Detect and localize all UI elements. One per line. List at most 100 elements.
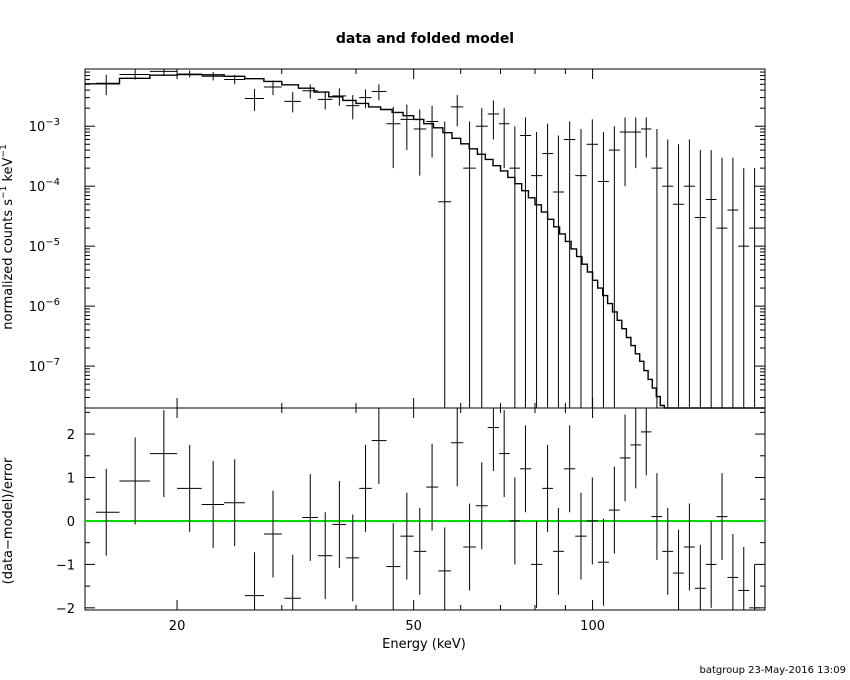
top-y-tick-label: 10−4 [29,177,60,195]
data-point [662,139,674,408]
bottom-y-tick-label: 1 [67,472,75,487]
residual-point [119,437,150,525]
data-point [575,128,587,408]
residual-point [738,547,750,610]
footer-stamp: batgroup 23-May-2016 13:09 [699,665,846,676]
data-point [119,69,150,80]
bottom-frame [84,407,766,611]
data-point [597,132,609,408]
data-point [673,144,684,408]
y-axis-label-top: normalized counts s−1 keV−1 [0,144,16,329]
data-point [586,119,598,408]
data-point [630,117,641,169]
top-frame [84,68,766,409]
residual-point [487,408,500,471]
bottom-y-tick-label: −2 [56,602,75,617]
residual-point [463,503,476,591]
residual-point [597,518,609,606]
residual-point [438,527,452,610]
x-axis-label: Energy (keV) [382,637,466,652]
data-point [400,104,414,151]
x-tick-label: 50 [405,619,422,634]
data-point [475,108,488,408]
residual-point [705,520,717,608]
residual-point [673,529,684,610]
data-point [716,157,728,408]
residual-point [400,492,414,580]
residual-point [177,444,202,532]
residual-point [224,459,245,547]
data-point [346,95,360,120]
data-point [553,135,564,408]
data-point [413,109,427,176]
bottom-y-tick-label: 2 [67,428,75,443]
data-point [563,121,576,408]
residual-point [640,408,652,476]
residual-point [531,520,543,608]
residual-point [359,444,372,532]
residual-point [317,512,333,600]
data-point [371,84,387,101]
data-point [95,74,120,96]
data-point [317,91,333,110]
data-point [487,100,500,140]
residual-point [509,477,521,565]
residual-point [563,425,576,513]
residual-point [694,544,706,610]
data-point [463,121,476,408]
x-tick-label: 100 [580,619,605,634]
residual-point [201,460,225,548]
spectrum-panel: 10−3 10−4 10−5 10−6 10−7 [29,68,766,409]
data-point [705,150,717,408]
data-point [619,117,631,187]
data-point [386,106,401,169]
data-point [640,117,652,158]
residual-point [553,507,564,595]
top-y-tick-label: 10−5 [29,237,60,255]
data-point [224,74,245,85]
residual-point [749,564,761,610]
top-y-tick-label: 10−3 [29,117,60,135]
residual-point [520,425,532,513]
top-y-tick-label: 10−6 [29,297,60,315]
residual-point [413,507,427,595]
data-point [542,123,554,408]
data-point [520,117,532,408]
data-point [177,70,202,78]
data-point [201,72,225,81]
data-point [451,95,464,127]
residual-point [346,514,360,602]
residual-point [619,414,631,502]
data-point [608,126,620,408]
data-point [263,80,282,96]
residual-point [371,408,387,485]
residual-point [386,523,401,610]
top-y-tick-label: 10−7 [29,357,60,375]
data-point [727,157,739,408]
data-point [149,69,178,75]
residual-point [716,473,728,561]
residuals-panel: 20 50 100 2 1 0 −1 −2 [56,407,766,634]
residual-point [575,492,587,580]
model-curve [85,73,765,409]
data-point [284,92,301,113]
residual-point [302,474,318,561]
data-point [694,150,706,408]
data-point [509,126,521,408]
data-point [531,132,543,408]
data-point [438,121,452,408]
y-axis-label-bottom: (data−model)/error [1,457,16,584]
residual-point [284,554,301,610]
data-point [499,108,510,169]
residual-point [244,552,264,610]
residual-point [149,410,178,498]
residual-point [651,473,663,561]
residual-point [475,462,488,550]
residual-point [586,477,598,565]
bottom-y-tick-label: 0 [67,515,75,530]
residual-point [630,408,641,489]
data-point [332,88,347,106]
residual-point [499,410,510,498]
residual-point [451,408,464,487]
